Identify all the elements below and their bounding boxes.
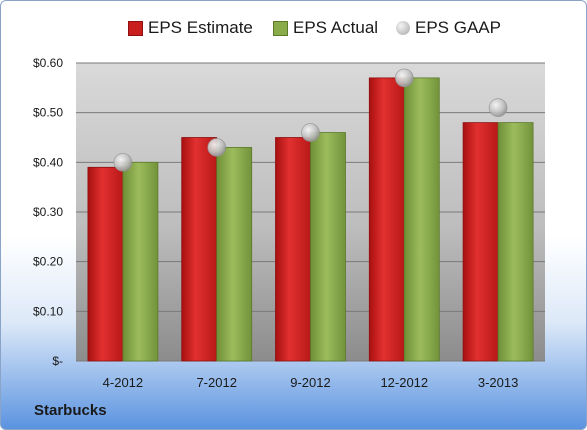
- gaap-marker: [488, 98, 508, 117]
- bar-estimate: [87, 166, 124, 362]
- legend-swatch-gaap: [396, 21, 410, 35]
- bar-actual: [403, 77, 440, 362]
- x-tick-label: 3-2013: [478, 375, 518, 390]
- bar-actual: [216, 147, 253, 362]
- bar-estimate: [275, 137, 311, 362]
- legend-item-estimate: EPS Estimate: [128, 18, 253, 38]
- gaap-marker: [207, 138, 226, 157]
- x-tick-label: 9-2012: [290, 375, 330, 390]
- legend-label-actual: EPS Actual: [293, 18, 379, 37]
- bar-estimate: [181, 137, 218, 362]
- legend-item-gaap: EPS GAAP: [396, 18, 501, 38]
- gaap-marker: [113, 153, 133, 172]
- bars: [87, 77, 534, 362]
- y-tick-label: $0.30: [33, 205, 63, 219]
- bar-estimate: [368, 77, 405, 362]
- y-tick-label: $-: [52, 354, 63, 368]
- y-tick-label: $0.10: [33, 304, 63, 318]
- y-tick-label: $0.20: [33, 255, 63, 269]
- y-tick-label: $0.40: [33, 155, 63, 169]
- y-tick-label: $0.60: [33, 56, 63, 70]
- company-name: Starbucks: [34, 402, 107, 419]
- bar-estimate: [462, 122, 499, 362]
- gaap-markers: [113, 68, 508, 172]
- bar-actual: [310, 132, 346, 362]
- x-tick-label: 7-2012: [196, 375, 236, 390]
- x-axis-labels: 4-2012 7-2012 9-2012 12-2012 3-2013: [103, 375, 519, 390]
- legend-label-gaap: EPS GAAP: [415, 18, 501, 37]
- bar-actual: [497, 122, 534, 362]
- bar-actual: [122, 161, 159, 362]
- y-tick-label: $0.50: [33, 106, 63, 120]
- legend-item-actual: EPS Actual: [273, 18, 378, 38]
- legend-label-estimate: EPS Estimate: [148, 18, 253, 37]
- x-tick-label: 4-2012: [103, 375, 143, 390]
- y-axis-labels: $- $0.10 $0.20 $0.30 $0.40 $0.50 $0.60: [33, 56, 63, 368]
- legend-swatch-actual: [273, 20, 288, 36]
- x-tick-label: 12-2012: [380, 375, 428, 390]
- legend: EPS Estimate EPS Actual EPS GAAP: [1, 18, 586, 42]
- legend-swatch-estimate: [128, 20, 143, 36]
- gaap-marker: [394, 68, 414, 88]
- gaap-marker: [301, 123, 320, 142]
